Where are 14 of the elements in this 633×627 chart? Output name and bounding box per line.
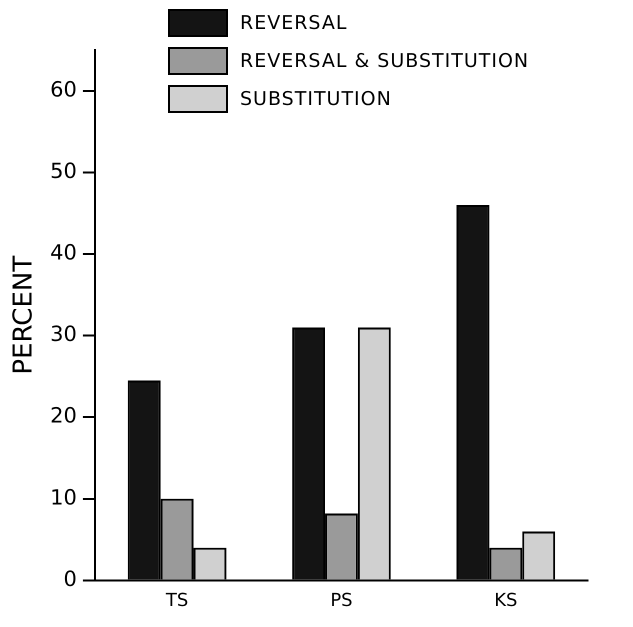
legend-label: REVERSAL: [240, 12, 348, 34]
y-axis-title: PERCENT: [8, 256, 38, 375]
legend-label: SUBSTITUTION: [240, 88, 392, 110]
y-tick-label: 60: [50, 77, 77, 102]
y-tick-label: 40: [50, 240, 77, 264]
y-tick-label: 10: [50, 485, 77, 510]
y-tick-label: 50: [50, 158, 77, 183]
y-tick-label: 30: [50, 322, 77, 346]
y-tick-label: 20: [50, 404, 77, 428]
x-tick-label: PS: [330, 590, 353, 611]
x-tick-label: TS: [164, 590, 188, 611]
legend-label: REVERSAL & SUBSTITUTION: [240, 50, 530, 72]
x-tick-label: KS: [494, 590, 518, 611]
y-tick-label: 0: [64, 566, 77, 591]
